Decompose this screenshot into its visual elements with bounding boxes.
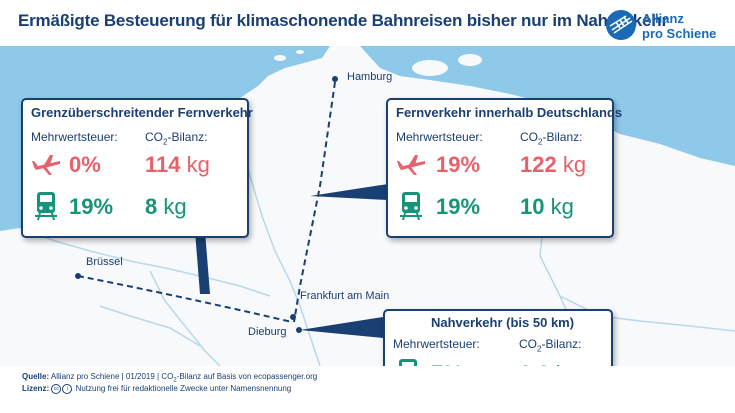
by-icon: i	[62, 384, 73, 394]
logo-line2: pro Schiene	[642, 26, 717, 41]
pointer-cross-border	[195, 231, 210, 294]
train-tax-value: 19%	[436, 194, 481, 219]
plane-tax-value: 0%	[69, 152, 101, 177]
plane-co2-value: 114 kg	[145, 152, 210, 177]
train-icon	[400, 192, 422, 220]
cc-icon: cc	[51, 384, 62, 394]
pointer-local	[300, 317, 383, 338]
plane-co2-value: 122 kg	[520, 152, 587, 177]
card-title: Nahverkehr (bis 50 km)	[431, 315, 575, 330]
pointer-domestic	[310, 184, 388, 200]
routes	[77, 81, 336, 323]
baltic-sea	[360, 46, 735, 166]
license-line: Lizenz: cc i Nutzung frei für redaktionel…	[22, 384, 292, 394]
city-dots	[75, 76, 338, 333]
dot-hamburg	[332, 76, 338, 82]
plane-tax-value: 19%	[436, 152, 481, 177]
city-dieburg: Dieburg	[248, 326, 287, 338]
city-frankfurt: Frankfurt am Main	[300, 290, 390, 302]
header: Ermäßigte Besteuerung für klimaschonende…	[0, 0, 735, 46]
dot-bruessel	[75, 273, 81, 279]
tax-label: Mehrwertsteuer:	[396, 130, 483, 144]
card-cross-border: Grenzüberschreitender Fernverkehr Mehrwe…	[21, 98, 253, 238]
train-icon	[35, 192, 57, 220]
co2-label: CO2-Bilanz:	[520, 130, 583, 147]
logo-mark-icon	[606, 10, 636, 40]
page-title: Ermäßigte Besteuerung für klimaschonende…	[18, 11, 668, 30]
city-bruessel: Brüssel	[86, 256, 123, 268]
card-title: Fernverkehr innerhalb Deutschlands	[396, 105, 623, 120]
co2-label: CO2-Bilanz:	[145, 130, 208, 147]
train-co2-value: 10 kg	[520, 194, 574, 219]
dot-dieburg	[296, 327, 302, 333]
card-title: Grenzüberschreitender Fernverkehr	[31, 105, 253, 120]
route-bruessel-dieburg	[77, 275, 293, 323]
footer: Quelle: Allianz pro Schiene | 01/2019 | …	[0, 366, 735, 413]
tax-label: Mehrwertsteuer:	[31, 130, 118, 144]
airplane-icon	[397, 155, 425, 175]
train-tax-value: 19%	[69, 194, 114, 219]
dot-frankfurt	[290, 314, 296, 320]
tax-label: Mehrwertsteuer:	[393, 337, 480, 351]
route-hamburg-dieburg	[293, 81, 336, 323]
logo: Allianz pro Schiene	[606, 10, 731, 42]
source-line: Quelle: Allianz pro Schiene | 01/2019 | …	[22, 372, 318, 384]
logo-line1: Allianz	[642, 11, 684, 26]
card-domestic: Fernverkehr innerhalb Deutschlands Mehrw…	[386, 98, 622, 238]
train-co2-value: 8 kg	[145, 194, 187, 219]
airplane-icon	[32, 155, 60, 175]
city-hamburg: Hamburg	[347, 71, 393, 83]
co2-label: CO2-Bilanz:	[519, 337, 582, 354]
